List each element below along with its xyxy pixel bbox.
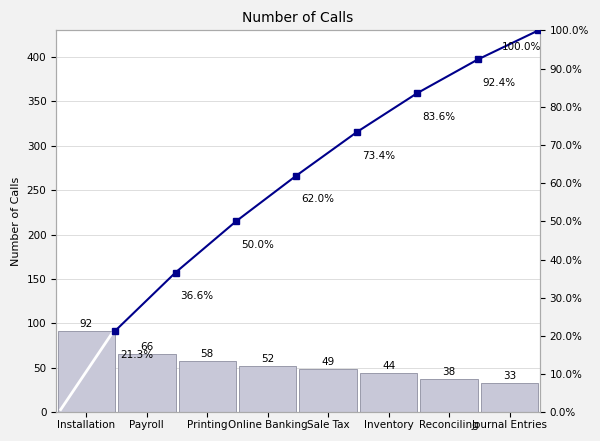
Bar: [299, 369, 357, 412]
Text: 100.0%: 100.0%: [502, 41, 541, 52]
Text: 49: 49: [322, 357, 335, 367]
Bar: [360, 373, 418, 412]
Bar: [481, 383, 538, 412]
Bar: [421, 378, 478, 412]
Text: 73.4%: 73.4%: [362, 151, 395, 161]
Text: 21.3%: 21.3%: [120, 350, 153, 360]
Text: 50.0%: 50.0%: [241, 240, 274, 250]
Text: 83.6%: 83.6%: [422, 112, 455, 122]
Text: 36.6%: 36.6%: [181, 291, 214, 301]
Text: 92: 92: [80, 319, 93, 329]
Text: 92.4%: 92.4%: [482, 78, 516, 88]
Bar: [179, 361, 236, 412]
Text: 44: 44: [382, 362, 395, 371]
Text: 58: 58: [200, 349, 214, 359]
Text: 66: 66: [140, 342, 154, 352]
Bar: [239, 366, 296, 412]
Text: 62.0%: 62.0%: [301, 194, 334, 204]
Bar: [58, 331, 115, 412]
Text: 33: 33: [503, 371, 516, 381]
Text: 38: 38: [442, 367, 456, 377]
Y-axis label: Number of Calls: Number of Calls: [11, 177, 21, 266]
Title: Number of Calls: Number of Calls: [242, 11, 353, 25]
Text: 52: 52: [261, 354, 274, 364]
Bar: [118, 354, 176, 412]
